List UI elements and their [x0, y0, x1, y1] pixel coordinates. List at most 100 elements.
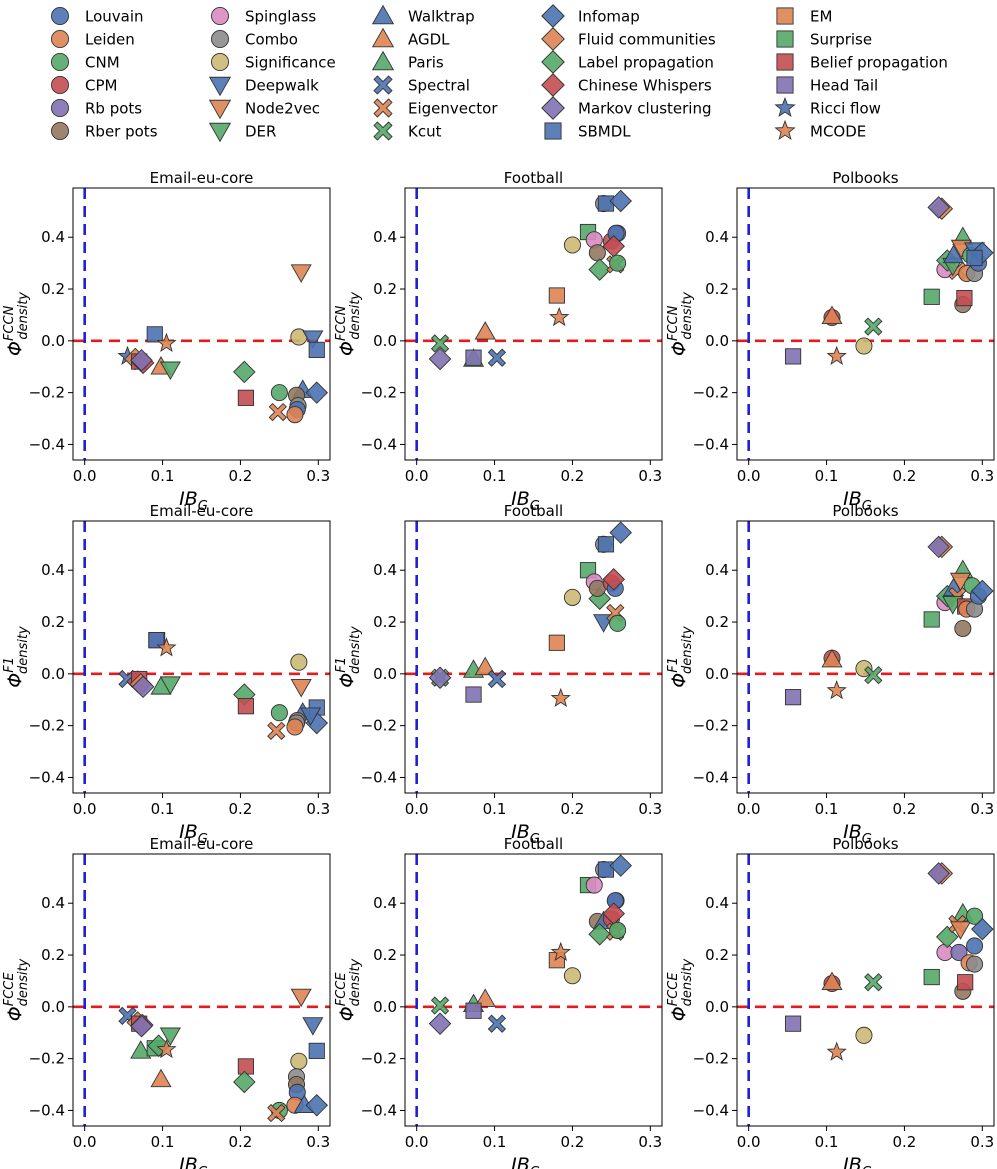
- panel-title: Football: [504, 835, 563, 853]
- point-mcode: [550, 687, 571, 708]
- legend-label-17: Kcut: [408, 123, 442, 141]
- legend-marker-16: [373, 98, 393, 118]
- legend-label-29: MCODE: [810, 123, 866, 141]
- point-belief-propagation: [957, 974, 974, 991]
- point-markov-clustering: [927, 862, 950, 885]
- y-tick-label: −0.4: [29, 768, 65, 786]
- points: [118, 632, 329, 740]
- legend-label-21: Chinese Whispers: [578, 77, 712, 95]
- y-tick-label: 0.4: [705, 894, 729, 912]
- point-mcode: [156, 1038, 177, 1059]
- legend-marker-0: [51, 6, 70, 26]
- point-infomap: [305, 381, 329, 404]
- panel-title: Football: [504, 169, 563, 187]
- y-tick-label: 0.4: [41, 228, 65, 246]
- y-tick-label: 0.2: [41, 613, 65, 631]
- x-tick-label: 0.2: [229, 800, 253, 818]
- legend-marker-14: [371, 50, 395, 71]
- point-head-tail: [465, 686, 482, 703]
- axes-frame: [72, 187, 331, 461]
- point-infomap: [305, 1094, 329, 1117]
- legend-marker-13: [371, 27, 395, 48]
- y-tick-label: −0.4: [361, 768, 397, 786]
- legend-label-9: Deepwalk: [245, 77, 319, 95]
- legend: Louvain Leiden CNM CPM Rb pots Rber pots Sping…: [51, 4, 948, 143]
- axes-frame: [404, 853, 663, 1127]
- point-mcode: [826, 1041, 847, 1061]
- y-tick-label: 0.0: [41, 998, 65, 1016]
- point-cnm: [966, 907, 984, 925]
- y-tick-label: 0.4: [41, 894, 65, 912]
- y-tick-label: 0.0: [41, 665, 65, 683]
- point-node2vec: [290, 679, 312, 698]
- point-significance: [563, 236, 581, 254]
- points: [428, 189, 632, 371]
- panel-title: Football: [504, 502, 563, 520]
- points: [428, 854, 632, 1035]
- panel-7: 0.0 0.1 0.2 0.3 −0.4 −0.2 0.0 0.2 0.4 Football IBG…: [334, 835, 663, 1169]
- y-tick-label: 0.2: [373, 613, 397, 631]
- x-tick-label: 0.0: [405, 800, 429, 818]
- point-spectral: [487, 348, 507, 367]
- x-tick-label: 0.0: [737, 467, 761, 485]
- y-tick-label: 0.2: [373, 946, 397, 964]
- point-em: [548, 634, 565, 651]
- point-sbmdl: [597, 195, 615, 212]
- point-spinglass: [585, 876, 603, 894]
- x-tick-label: 0.3: [638, 1133, 662, 1151]
- legend-label-13: AGDL: [408, 31, 450, 49]
- x-tick-label: 0.0: [73, 467, 97, 485]
- point-head-tail: [784, 689, 802, 706]
- point-agdl: [821, 971, 843, 991]
- point-leiden: [286, 406, 304, 424]
- x-tick-label: 0.2: [893, 1133, 917, 1151]
- legend-marker-12: [371, 4, 395, 25]
- point-paris: [130, 1040, 152, 1059]
- x-tick-label: 0.1: [483, 800, 507, 818]
- point-sbmdl: [146, 326, 163, 343]
- y-tick-label: 0.0: [705, 332, 729, 350]
- x-tick-label: 0.0: [73, 800, 97, 818]
- point-agdl: [474, 656, 496, 676]
- point-kcut: [430, 996, 450, 1015]
- legend-marker-20: [541, 50, 565, 74]
- legend-label-15: Spectral: [408, 77, 470, 95]
- point-belief-propagation: [237, 1058, 254, 1075]
- x-tick-label: 0.3: [306, 467, 330, 485]
- point-significance: [855, 337, 873, 355]
- points: [784, 535, 994, 706]
- y-axis-label: ΦFCCNdensity: [334, 292, 363, 356]
- point-combo: [966, 955, 984, 973]
- x-tick-label: 0.1: [151, 1133, 175, 1151]
- legend-marker-18: [541, 4, 565, 28]
- point-agdl: [821, 305, 843, 325]
- point-agdl: [474, 321, 496, 340]
- legend-marker-23: [544, 122, 562, 140]
- point-head-tail: [465, 1002, 482, 1019]
- legend-label-0: Louvain: [85, 8, 144, 26]
- panel-title: Email-eu-core: [150, 835, 254, 853]
- x-axis-label: IBG: [179, 488, 208, 514]
- point-sbmdl: [148, 632, 165, 649]
- point-rber-pots: [954, 619, 972, 638]
- point-mcode: [549, 306, 570, 327]
- y-axis-label: ΦF1density: [666, 626, 695, 688]
- legend-marker-19: [541, 27, 565, 51]
- x-tick-label: 0.2: [229, 1133, 253, 1151]
- legend-marker-7: [210, 30, 229, 49]
- x-tick-label: 0.2: [561, 800, 585, 818]
- point-markov-clustering: [130, 349, 153, 372]
- point-belief-propagation: [956, 289, 973, 307]
- x-axis-label: IBG: [179, 1154, 208, 1169]
- panel-title: Email-eu-core: [150, 502, 254, 520]
- point-head-tail: [465, 349, 482, 366]
- legend-label-6: Spinglass: [245, 8, 316, 26]
- y-tick-label: −0.4: [29, 1101, 65, 1119]
- legend-label-23: SBMDL: [578, 123, 631, 141]
- axes-frame: [736, 853, 995, 1127]
- x-tick-label: 0.1: [815, 800, 839, 818]
- y-axis-label: ΦF1density: [2, 626, 31, 688]
- legend-label-19: Fluid communities: [578, 31, 716, 49]
- legend-label-8: Significance: [245, 54, 336, 72]
- legend-marker-26: [776, 53, 794, 71]
